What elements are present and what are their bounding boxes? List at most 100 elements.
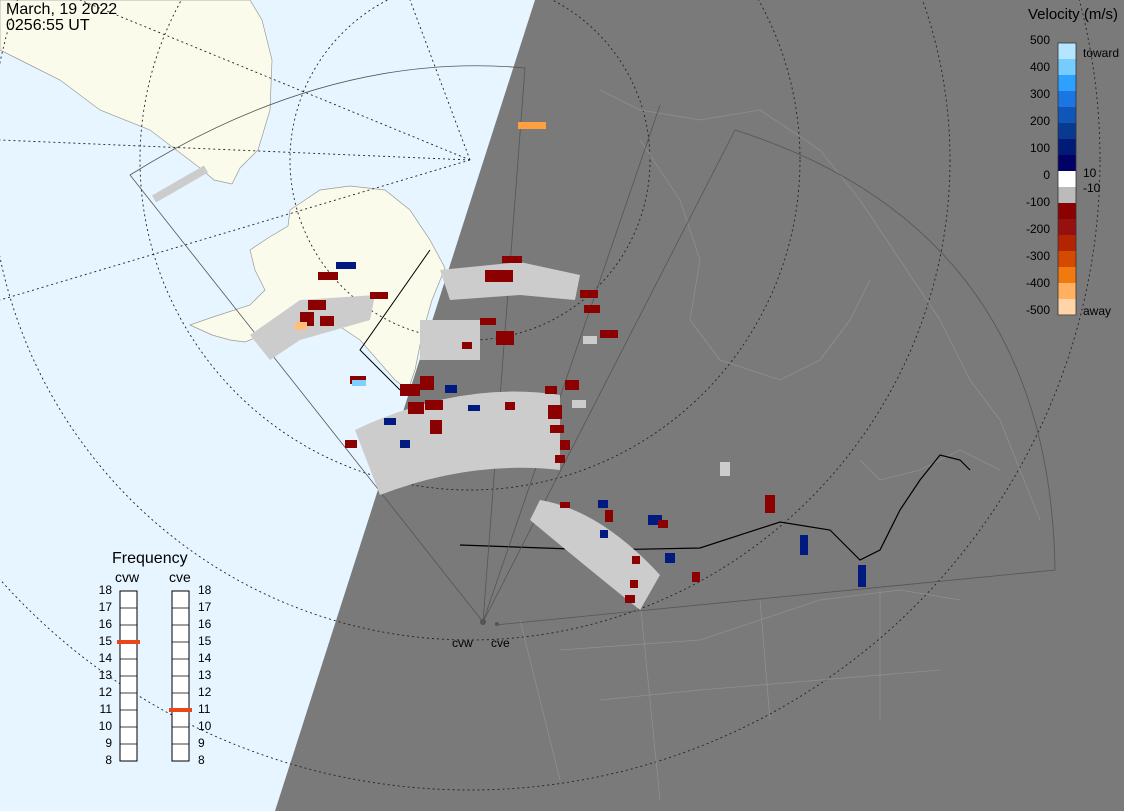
frequency-marker (117, 640, 140, 644)
velocity-cell (550, 425, 564, 433)
cve-radar-label: cve (491, 636, 510, 650)
cvw-frequency-name: cvw (115, 569, 140, 585)
velocity-cell (336, 262, 356, 269)
velocity-cell (425, 400, 443, 410)
frequency-tick-right: 15 (198, 634, 212, 648)
velocity-cell (320, 316, 334, 326)
velocity-cell (600, 330, 618, 338)
frequency-tick-left: 18 (98, 583, 112, 597)
frequency-tick-left: 10 (98, 719, 112, 733)
velocity-cell (445, 385, 457, 393)
velocity-cell (560, 440, 570, 450)
colorbar-swatch (1058, 107, 1076, 124)
frequency-tick-right: 10 (198, 719, 212, 733)
velocity-tick: 0 (1043, 168, 1050, 182)
colorbar-swatch (1058, 139, 1076, 156)
velocity-tick: 500 (1029, 33, 1050, 47)
velocity-cell (430, 420, 442, 434)
cve-frequency-name: cve (169, 569, 191, 585)
frequency-bars (117, 590, 192, 762)
velocity-cell (765, 495, 775, 513)
frequency-tick-left: 12 (98, 685, 112, 699)
velocity-tick: -400 (1025, 276, 1050, 290)
velocity-cell (598, 500, 608, 508)
frequency-tick-right: 8 (198, 753, 205, 767)
velocity-cell (400, 440, 410, 448)
cve-site-marker (495, 622, 499, 626)
frequency-tick-left: 11 (99, 702, 112, 716)
velocity-cell (555, 455, 565, 463)
radar-sites (480, 619, 499, 626)
colorbar-swatch (1058, 283, 1076, 300)
velocity-cell (584, 305, 600, 313)
velocity-cells (295, 122, 866, 603)
colorbar-frame (1057, 42, 1077, 316)
pos-threshold-label: 10 (1083, 166, 1097, 180)
velocity-cell (858, 565, 866, 587)
colorbar-swatch (1058, 235, 1076, 252)
frequency-tick-right: 17 (198, 600, 212, 614)
frequency-tick-left: 9 (105, 736, 112, 750)
velocity-colorbar (1057, 42, 1077, 316)
colorbar-swatch (1058, 203, 1076, 220)
velocity-tick: 400 (1029, 60, 1050, 74)
velocity-cell (470, 430, 482, 438)
velocity-cell (400, 384, 420, 396)
velocity-cell (420, 376, 434, 390)
velocity-cell (518, 122, 546, 129)
frequency-tick-right: 9 (198, 736, 205, 750)
night-region (275, 0, 1124, 811)
frequency-tick-right: 14 (198, 651, 212, 665)
colorbar-swatch (1058, 219, 1076, 236)
ground-scatter (152, 165, 660, 610)
velocity-cell (318, 272, 338, 280)
frequency-tick-left: 15 (98, 634, 112, 648)
velocity-tick: 200 (1029, 114, 1050, 128)
velocity-tick: -200 (1025, 222, 1050, 236)
frequency-tick-right: 16 (198, 617, 212, 631)
frequency-tick-left: 16 (98, 617, 112, 631)
velocity-cell (648, 515, 662, 525)
country-outlines (519, 89, 1041, 801)
colorbar-swatch (1058, 75, 1076, 92)
frequency-tick-right: 13 (198, 668, 212, 682)
velocity-cell (583, 336, 597, 344)
velocity-cell (600, 530, 608, 538)
velocity-tick: -100 (1025, 195, 1050, 209)
neg-threshold-label: -10 (1083, 181, 1101, 195)
velocity-cell (632, 556, 640, 564)
colorbar-swatch (1058, 43, 1076, 60)
velocity-cell (800, 535, 808, 555)
frequency-tick-right: 11 (198, 702, 211, 716)
radar-fov (129, 65, 1056, 626)
us-canada-border (459, 454, 971, 561)
velocity-cell (580, 290, 598, 298)
frequency-title: Frequency (112, 550, 188, 567)
velocity-cell (408, 402, 424, 414)
velocity-cell (572, 400, 586, 408)
velocity-cell (548, 405, 562, 419)
frequency-tick-right: 18 (198, 583, 212, 597)
velocity-cell (560, 502, 570, 508)
frequency-tick-left: 14 (98, 651, 112, 665)
frequency-tick-left: 8 (105, 753, 112, 767)
velocity-tick: 100 (1029, 141, 1050, 155)
colorbar-swatch (1058, 171, 1076, 188)
velocity-cell (720, 462, 730, 476)
velocity-cell (384, 418, 396, 425)
cvw-site-marker (480, 619, 486, 625)
colorbar-swatch (1058, 123, 1076, 140)
velocity-cell (308, 300, 326, 310)
velocity-tick: -500 (1025, 303, 1050, 317)
velocity-cell (505, 402, 515, 410)
time-label: 0256:55 UT (6, 17, 90, 34)
velocity-cell (485, 270, 513, 282)
velocity-tick: -300 (1025, 249, 1050, 263)
colorbar-swatch (1058, 155, 1076, 172)
away-label: away (1083, 304, 1112, 318)
toward-label: toward (1083, 46, 1120, 60)
alaska-canada-border (359, 249, 431, 391)
colorbar-swatch (1058, 187, 1076, 204)
